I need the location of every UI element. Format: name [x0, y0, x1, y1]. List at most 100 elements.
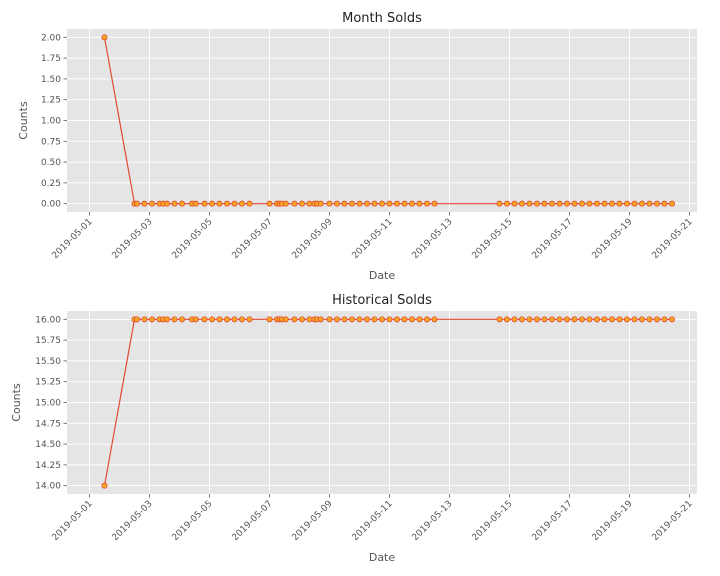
data-point: [386, 316, 393, 323]
data-point: [171, 316, 178, 323]
data-point: [231, 200, 238, 207]
x-tick-label: 2019-05-03: [111, 499, 155, 543]
data-point: [431, 316, 438, 323]
data-point: [356, 316, 363, 323]
data-point: [371, 316, 378, 323]
data-point: [416, 316, 423, 323]
y-tick-label: 0.75: [41, 137, 61, 147]
data-point: [503, 316, 510, 323]
data-point: [616, 200, 623, 207]
data-point: [526, 200, 533, 207]
data-point: [646, 316, 653, 323]
data-point: [586, 200, 593, 207]
y-tick-label: 14.25: [35, 461, 61, 471]
data-point: [669, 316, 676, 323]
data-point: [208, 316, 215, 323]
data-point: [133, 200, 140, 207]
y-tick-label: 15.25: [35, 378, 61, 388]
y-tick-label: 15.50: [35, 357, 61, 367]
data-point: [363, 316, 370, 323]
data-point: [341, 200, 348, 207]
data-point: [223, 200, 230, 207]
y-tick-label: 14.50: [35, 440, 61, 450]
data-point: [371, 200, 378, 207]
x-tick-label: 2019-05-07: [231, 217, 275, 261]
data-point: [163, 316, 170, 323]
data-point: [266, 316, 273, 323]
chart-title: Historical Solds: [332, 293, 432, 308]
data-point: [549, 200, 556, 207]
data-point: [541, 200, 548, 207]
data-point: [178, 200, 185, 207]
x-tick-label: 2019-05-19: [591, 217, 635, 261]
data-point: [363, 200, 370, 207]
chart-1: 14.00 14.25 14.50 14.75 15.00 15.25 15.50 15.75…: [10, 293, 697, 564]
x-tick-label: 2019-05-19: [591, 499, 635, 543]
data-point: [133, 316, 140, 323]
data-point: [282, 200, 289, 207]
data-point: [192, 200, 199, 207]
data-point: [333, 316, 340, 323]
data-point: [101, 482, 108, 489]
data-point: [306, 200, 313, 207]
data-point: [609, 200, 616, 207]
chart-title: Month Solds: [342, 11, 422, 26]
data-point: [496, 200, 503, 207]
data-point: [624, 200, 631, 207]
data-point: [386, 200, 393, 207]
data-point: [148, 200, 155, 207]
data-point: [586, 316, 593, 323]
data-point: [282, 316, 289, 323]
data-point: [571, 316, 578, 323]
x-tick-label: 2019-05-21: [651, 217, 695, 261]
data-point: [163, 200, 170, 207]
data-point: [306, 316, 313, 323]
data-point: [616, 316, 623, 323]
y-tick-label: 14.00: [35, 482, 61, 492]
y-tick-label: 1.50: [41, 75, 61, 85]
data-point: [564, 200, 571, 207]
data-point: [298, 200, 305, 207]
y-tick-label: 1.00: [41, 117, 61, 127]
data-point: [393, 316, 400, 323]
y-axis-label: Counts: [17, 101, 30, 140]
data-point: [246, 200, 253, 207]
data-point: [541, 316, 548, 323]
y-tick-label: 14.75: [35, 419, 61, 429]
data-point: [317, 316, 324, 323]
data-point: [534, 316, 541, 323]
x-tick-label: 2019-05-07: [231, 499, 275, 543]
data-point: [519, 200, 526, 207]
data-point: [201, 316, 208, 323]
data-point: [333, 200, 340, 207]
data-point: [639, 316, 646, 323]
data-point: [534, 200, 541, 207]
data-point: [408, 200, 415, 207]
x-tick-label: 2019-05-15: [471, 217, 515, 261]
data-point: [348, 200, 355, 207]
x-tick-label: 2019-05-17: [531, 217, 575, 261]
data-point: [579, 200, 586, 207]
data-point: [246, 316, 253, 323]
data-point: [101, 34, 108, 41]
y-tick-label: 0.25: [41, 179, 61, 189]
data-point: [661, 200, 668, 207]
y-tick-label: 0.00: [41, 200, 61, 210]
data-point: [141, 316, 148, 323]
data-point: [601, 316, 608, 323]
data-point: [317, 200, 324, 207]
data-point: [148, 316, 155, 323]
data-point: [631, 200, 638, 207]
data-point: [208, 200, 215, 207]
data-point: [326, 316, 333, 323]
data-point: [661, 316, 668, 323]
data-point: [416, 200, 423, 207]
data-point: [503, 200, 510, 207]
data-point: [654, 200, 661, 207]
data-point: [564, 316, 571, 323]
data-point: [378, 200, 385, 207]
data-point: [141, 200, 148, 207]
data-point: [356, 200, 363, 207]
data-point: [201, 200, 208, 207]
